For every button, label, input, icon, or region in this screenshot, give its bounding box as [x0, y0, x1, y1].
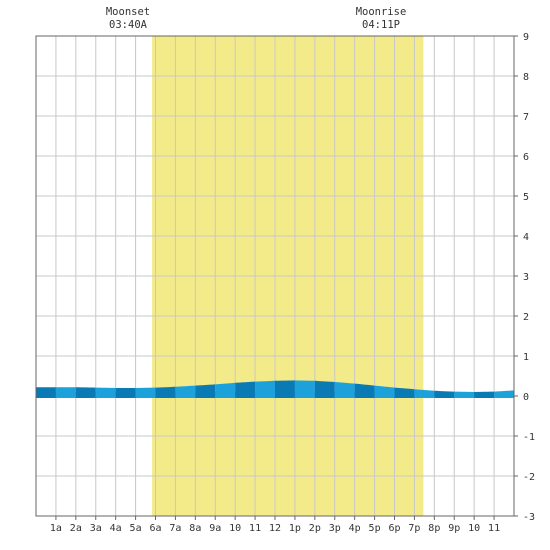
x-tick-label: 7a — [169, 523, 181, 534]
x-tick-label: 11 — [249, 523, 261, 534]
x-axis-ticks: 1a 2a 3a 4a 5a 6a 7a 8a 9a 10 11 12 1p 2p 3p 4p 5p 6p 7p 8p… — [50, 516, 500, 534]
x-tick-label: 6a — [149, 523, 161, 534]
tide-base-segment — [215, 392, 236, 398]
x-tick-label: 4p — [349, 523, 361, 534]
tide-base-segment — [434, 392, 455, 398]
tide-base-segment — [394, 392, 415, 398]
x-tick-label: 4a — [110, 523, 122, 534]
x-tick-label: 1p — [289, 523, 301, 534]
tide-base-segment — [175, 392, 196, 398]
tide-base-segment — [494, 392, 514, 398]
tide-base-segment — [374, 392, 395, 398]
tide-base-segment — [55, 392, 76, 398]
x-tick-label: 5p — [369, 523, 381, 534]
x-tick-label: 3a — [90, 523, 102, 534]
x-tick-label: 8p — [428, 523, 440, 534]
grid-lines — [36, 36, 514, 516]
tide-base-segment — [474, 392, 495, 398]
y-tick-label: -2 — [523, 472, 535, 483]
y-axis-ticks: 9 8 7 6 5 4 3 2 1 0 -1 -2 -3 — [514, 32, 535, 523]
x-tick-label: 9p — [448, 523, 460, 534]
tide-base-segment — [115, 392, 136, 398]
y-tick-label: 4 — [523, 232, 529, 243]
y-tick-label: 9 — [523, 32, 529, 43]
y-tick-label: 7 — [523, 112, 529, 123]
y-tick-label: 8 — [523, 72, 529, 83]
y-tick-label: 6 — [523, 152, 529, 163]
x-tick-label: 7p — [408, 523, 420, 534]
tide-base-segment — [95, 392, 116, 398]
x-tick-label: 3p — [329, 523, 341, 534]
tide-base-segment — [235, 392, 256, 398]
moonset-label: Moonset — [106, 6, 150, 18]
x-tick-label: 2a — [70, 523, 82, 534]
y-tick-label: 5 — [523, 192, 529, 203]
moonrise-time: 04:11P — [362, 19, 400, 31]
y-tick-label: 0 — [523, 392, 529, 403]
x-tick-label: 11 — [488, 523, 500, 534]
tide-base-segment — [454, 392, 475, 398]
moonrise-label: Moonrise — [356, 6, 407, 18]
x-tick-label: 5a — [130, 523, 142, 534]
x-tick-label: 6p — [388, 523, 400, 534]
x-tick-label: 10 — [229, 523, 241, 534]
tide-base-segment — [255, 392, 275, 398]
tide-area — [36, 380, 514, 398]
x-tick-label: 1a — [50, 523, 62, 534]
x-tick-label: 8a — [189, 523, 201, 534]
tide-base-segment — [275, 392, 295, 398]
x-tick-label: 2p — [309, 523, 321, 534]
tide-base-segment — [75, 392, 96, 398]
tide-base-segment — [195, 392, 216, 398]
tide-base-segment — [354, 392, 375, 398]
y-tick-label: 2 — [523, 312, 529, 323]
y-tick-label: -1 — [523, 432, 535, 443]
y-tick-label: -3 — [523, 512, 535, 523]
tide-base-segment — [155, 392, 176, 398]
tide-base-segment — [36, 392, 56, 398]
tide-base-segment — [294, 392, 315, 398]
y-tick-label: 3 — [523, 272, 529, 283]
moonset-time: 03:40A — [109, 19, 148, 31]
x-tick-label: 9a — [209, 523, 221, 534]
tide-base-segment — [135, 392, 156, 398]
tide-base-segment — [414, 392, 435, 398]
x-tick-label: 12 — [269, 523, 281, 534]
tide-base-segment — [314, 392, 335, 398]
tide-base-segment — [334, 392, 355, 398]
x-tick-label: 10 — [468, 523, 480, 534]
y-tick-label: 1 — [523, 352, 529, 363]
